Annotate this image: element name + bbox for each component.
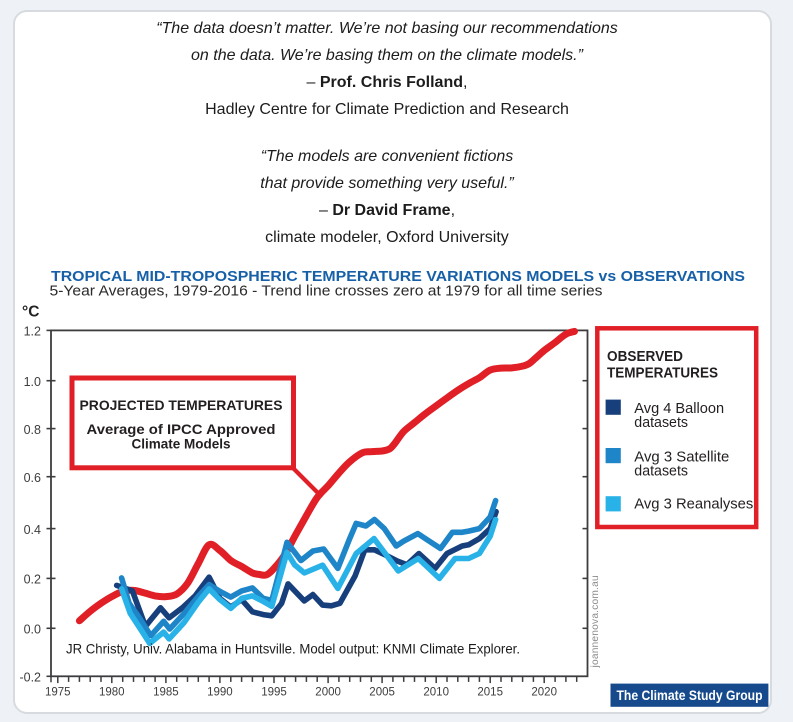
svg-text:Avg 3 Reanalyses: Avg 3 Reanalyses xyxy=(634,497,753,513)
svg-text:-0.2: -0.2 xyxy=(19,671,41,685)
svg-text:TROPICAL MID-TROPOSPHERIC TEMP: TROPICAL MID-TROPOSPHERIC TEMPERATURE VA… xyxy=(51,268,745,285)
svg-text:1.0: 1.0 xyxy=(24,375,41,389)
svg-text:Avg 3 Satellite: Avg 3 Satellite xyxy=(634,449,729,465)
svg-text:1975: 1975 xyxy=(45,687,71,699)
svg-text:0.6: 0.6 xyxy=(24,471,41,485)
svg-text:0.2: 0.2 xyxy=(24,573,41,587)
svg-text:2020: 2020 xyxy=(531,687,557,699)
svg-text:0.0: 0.0 xyxy=(24,623,41,637)
svg-text:1985: 1985 xyxy=(153,687,179,699)
svg-text:datasets: datasets xyxy=(634,463,688,479)
svg-text:Avg 4 Balloon: Avg 4 Balloon xyxy=(634,401,724,417)
svg-text:Average of IPCC Approved: Average of IPCC Approved xyxy=(87,421,276,437)
svg-text:5-Year Averages, 1979-2016 - T: 5-Year Averages, 1979-2016 - Trend line … xyxy=(50,283,603,300)
svg-text:2000: 2000 xyxy=(315,687,341,699)
svg-text:0.4: 0.4 xyxy=(24,523,41,537)
svg-text:1.2: 1.2 xyxy=(24,325,41,339)
svg-text:°C: °C xyxy=(22,304,39,321)
svg-text:0.8: 0.8 xyxy=(24,423,41,437)
svg-text:joannenova.com.au: joannenova.com.au xyxy=(590,575,601,668)
svg-text:The Climate Study Group: The Climate Study Group xyxy=(617,688,763,703)
svg-text:datasets: datasets xyxy=(634,415,688,431)
svg-text:1990: 1990 xyxy=(207,687,233,699)
svg-text:TEMPERATURES: TEMPERATURES xyxy=(607,365,718,381)
svg-text:1980: 1980 xyxy=(99,687,125,699)
svg-text:PROJECTED TEMPERATURES: PROJECTED TEMPERATURES xyxy=(80,397,283,413)
svg-text:JR Christy, Univ. Alabama in H: JR Christy, Univ. Alabama in Huntsville.… xyxy=(66,641,520,657)
svg-text:2015: 2015 xyxy=(477,687,503,699)
svg-text:1995: 1995 xyxy=(261,687,287,699)
svg-text:2005: 2005 xyxy=(369,687,395,699)
svg-text:OBSERVED: OBSERVED xyxy=(607,349,683,365)
svg-text:Climate Models: Climate Models xyxy=(132,436,231,452)
svg-text:2010: 2010 xyxy=(423,687,449,699)
